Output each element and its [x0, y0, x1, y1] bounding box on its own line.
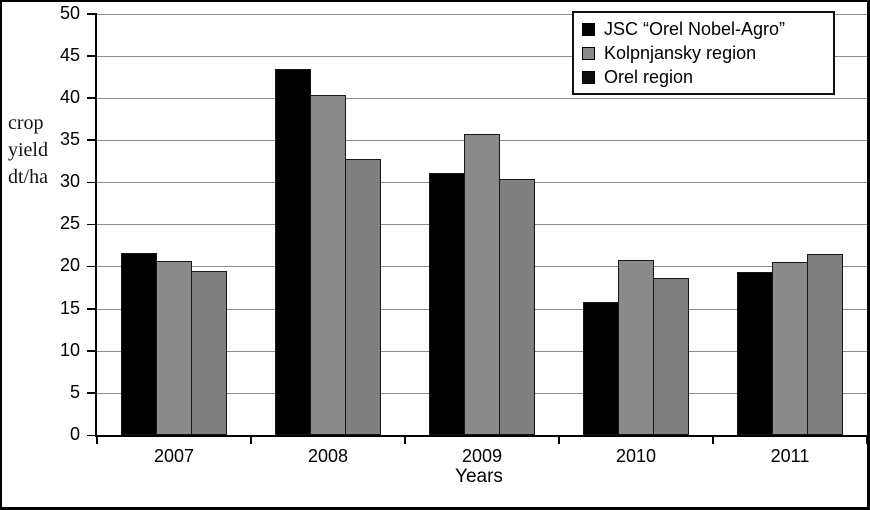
y-tick [87, 350, 97, 352]
gridline [97, 13, 867, 15]
y-tick-label: 15 [59, 297, 80, 318]
y-tick-label: 40 [59, 86, 80, 107]
y-tick [87, 392, 97, 394]
y-tick [87, 181, 97, 184]
y-tick-label: 45 [59, 44, 80, 65]
bar-series3-2010 [653, 278, 689, 435]
legend: JSC “Orel Nobel-Agro” Kolpnjansky region O… [572, 11, 835, 95]
bar-series3-2011 [807, 253, 843, 435]
legend-entry: Orel region [582, 65, 829, 89]
y-tick [87, 434, 97, 436]
bar-series3-2009 [499, 178, 535, 435]
x-tick [96, 437, 98, 444]
gridline [97, 55, 867, 57]
y-tick-label: 5 [69, 381, 80, 402]
bar-series3-2007 [191, 271, 227, 435]
x-tick [866, 437, 867, 444]
bar-series2-2011 [772, 262, 808, 435]
y-tick [87, 265, 97, 268]
y-tick-label: 30 [59, 171, 80, 192]
y-axis-title: crop yield dt/ha [8, 110, 48, 191]
y-tick [87, 223, 97, 226]
y-tick-label: 0 [69, 424, 80, 444]
gridline [97, 97, 867, 99]
y-tick [87, 55, 97, 57]
bar-series2-2010 [618, 260, 654, 435]
legend-entry: JSC “Orel Nobel-Agro” [582, 17, 829, 41]
y-tick-label: 50 [59, 2, 80, 23]
y-axis-title-line: yield [8, 139, 48, 161]
legend-label: Orel region [604, 66, 694, 87]
x-tick [712, 437, 714, 444]
legend-label: Kolpnjansky region [604, 42, 757, 63]
x-tick [558, 437, 560, 444]
x-tick [250, 437, 252, 444]
x-axis-title: Years [455, 466, 503, 487]
bar-series2-2009 [464, 134, 500, 435]
bar-series1-2007 [121, 252, 157, 435]
y-tick [87, 308, 97, 310]
bar-series3-2008 [345, 159, 381, 435]
bar-series1-2010 [583, 301, 619, 435]
legend-label: JSC “Orel Nobel-Agro” [604, 18, 786, 39]
bar-series1-2008 [275, 69, 311, 435]
y-tick-label: 10 [59, 339, 80, 360]
x-tick-label: 2009 [461, 446, 503, 466]
legend-entry: Kolpnjansky region [582, 41, 829, 65]
y-tick [87, 97, 97, 99]
y-tick [87, 139, 97, 141]
x-tick-label: 2007 [153, 446, 195, 466]
y-tick [87, 13, 97, 15]
x-tick-label: 2008 [307, 446, 349, 466]
bar-series2-2007 [156, 261, 192, 435]
legend-marker-icon [582, 70, 595, 84]
y-axis-line [95, 13, 97, 437]
y-tick-label: 20 [59, 255, 80, 276]
x-tick-label: 2010 [615, 446, 657, 466]
bar-series1-2009 [429, 172, 465, 435]
x-axis-line [95, 435, 867, 437]
x-tick [404, 437, 406, 444]
x-tick-label: 2011 [770, 446, 810, 466]
y-tick-label: 25 [59, 213, 80, 234]
legend-marker-icon [582, 46, 595, 60]
legend-marker-icon [582, 22, 595, 36]
y-tick-label: 35 [59, 128, 80, 149]
bar-series1-2011 [737, 272, 773, 435]
y-axis-title-line: crop [8, 112, 44, 134]
y-axis-title-line: dt/ha [8, 166, 48, 188]
bar-series2-2008 [310, 95, 346, 435]
